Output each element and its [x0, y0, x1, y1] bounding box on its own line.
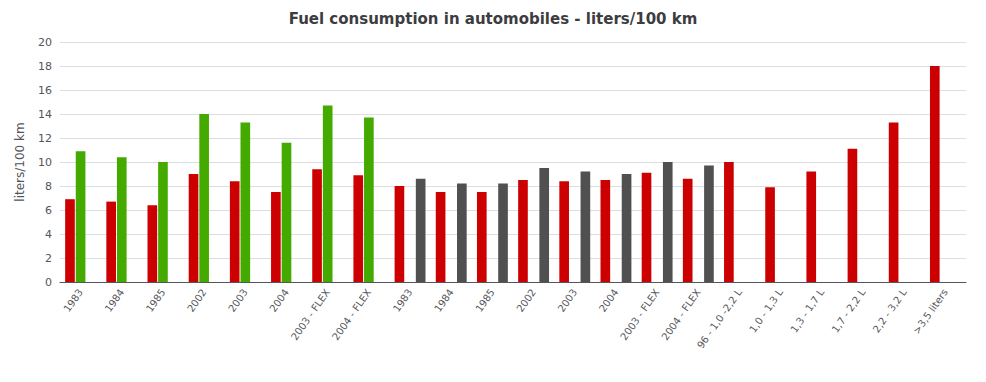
svg-text:18: 18	[38, 60, 52, 73]
svg-text:2004: 2004	[267, 287, 291, 314]
svg-text:2002: 2002	[185, 287, 209, 314]
svg-text:12: 12	[38, 132, 52, 145]
svg-text:Fuel consumption in automobile: Fuel consumption in automobiles - liters…	[289, 10, 698, 28]
svg-text:2002: 2002	[514, 287, 538, 314]
svg-text:>3,5 liters: >3,5 liters	[911, 287, 950, 336]
svg-text:6: 6	[45, 204, 52, 217]
svg-text:2003 - FLEX: 2003 - FLEX	[289, 287, 332, 342]
svg-text:1,3 - 1,7 L: 1,3 - 1,7 L	[788, 286, 826, 334]
svg-text:16: 16	[38, 84, 52, 97]
svg-text:0: 0	[45, 276, 52, 289]
svg-text:2,2 - 3,2 L: 2,2 - 3,2 L	[871, 286, 909, 334]
svg-text:20: 20	[38, 36, 52, 49]
svg-text:96 - 1,0 -2,2 L: 96 - 1,0 -2,2 L	[695, 287, 744, 351]
svg-text:2004 - FLEX: 2004 - FLEX	[659, 287, 702, 342]
svg-text:10: 10	[38, 156, 52, 169]
svg-text:2003: 2003	[226, 287, 250, 314]
svg-text:1984: 1984	[432, 287, 456, 314]
svg-text:14: 14	[38, 108, 52, 121]
svg-text:2003: 2003	[556, 287, 580, 314]
svg-text:2004 - FLEX: 2004 - FLEX	[330, 287, 373, 342]
svg-text:liters/100 km: liters/100 km	[13, 122, 27, 201]
svg-text:2: 2	[45, 252, 52, 265]
svg-text:1983: 1983	[61, 287, 85, 314]
svg-text:1,7 - 2,2 L: 1,7 - 2,2 L	[830, 286, 868, 334]
svg-text:1983: 1983	[391, 287, 415, 314]
svg-text:4: 4	[45, 228, 52, 241]
svg-text:8: 8	[45, 180, 52, 193]
svg-text:1984: 1984	[103, 287, 127, 314]
svg-text:1985: 1985	[473, 287, 497, 314]
svg-text:1,0 - 1,3 L: 1,0 - 1,3 L	[747, 286, 785, 334]
svg-text:2004: 2004	[597, 287, 621, 314]
svg-text:2003 - FLEX: 2003 - FLEX	[618, 287, 661, 342]
svg-text:1985: 1985	[144, 287, 168, 314]
